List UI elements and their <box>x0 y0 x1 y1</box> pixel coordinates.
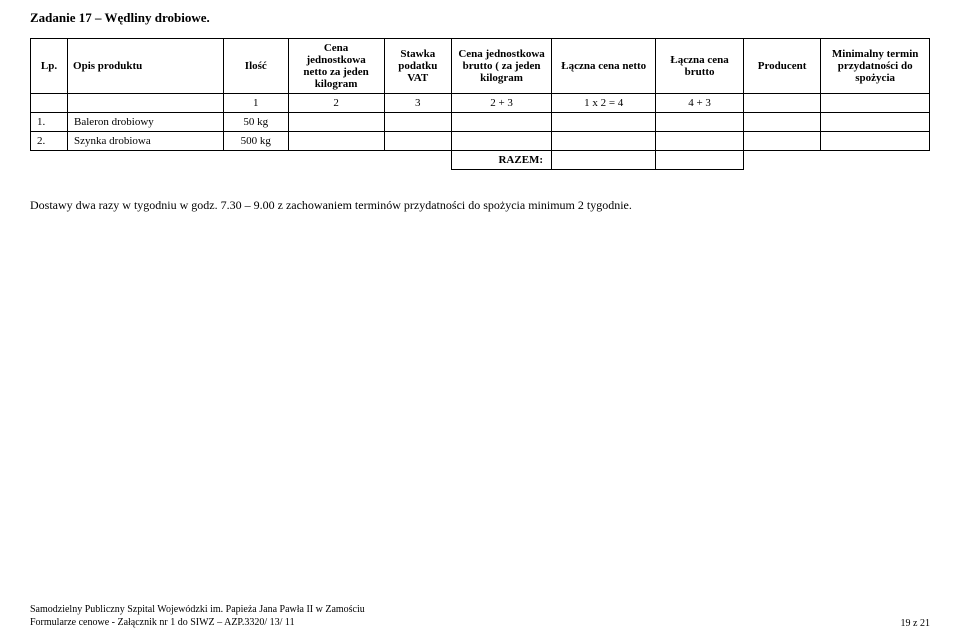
cell-empty <box>452 113 552 132</box>
cell-empty <box>31 94 68 113</box>
cell-empty <box>31 151 452 170</box>
footer-line1: Samodzielny Publiczny Szpital Wojewódzki… <box>30 603 365 616</box>
cell-empty <box>288 113 384 132</box>
cell-empty <box>552 132 656 151</box>
formula-laczna-brutto: 4 + 3 <box>656 94 744 113</box>
cell-empty <box>821 132 930 151</box>
footer-page-number: 19 z 21 <box>901 618 930 629</box>
formula-ilosc: 1 <box>223 94 288 113</box>
cell-empty <box>656 132 744 151</box>
formula-cena-brutto: 2 + 3 <box>452 94 552 113</box>
cell-empty <box>743 132 820 151</box>
cell-empty <box>656 113 744 132</box>
header-minimalny: Minimalny termin przydatności do spożyci… <box>821 39 930 94</box>
header-stawka: Stawka podatku VAT <box>384 39 452 94</box>
formula-stawka: 3 <box>384 94 452 113</box>
cell-empty <box>821 113 930 132</box>
header-laczna-netto: Łączna cena netto <box>552 39 656 94</box>
formula-cena-netto: 2 <box>288 94 384 113</box>
razem-label: RAZEM: <box>452 151 552 170</box>
header-ilosc: Ilość <box>223 39 288 94</box>
razem-brutto <box>656 151 744 170</box>
header-cena-netto: Cena jednostkowa netto za jeden kilogram <box>288 39 384 94</box>
razem-netto <box>552 151 656 170</box>
header-opis: Opis produktu <box>68 39 224 94</box>
cell-lp: 2. <box>31 132 68 151</box>
cell-empty <box>743 151 929 170</box>
cell-empty <box>384 113 452 132</box>
formula-laczna-netto: 1 x 2 = 4 <box>552 94 656 113</box>
cell-lp: 1. <box>31 113 68 132</box>
cell-empty <box>384 132 452 151</box>
cell-opis: Szynka drobiowa <box>68 132 224 151</box>
header-cena-brutto: Cena jednostkowa brutto ( za jeden kilog… <box>452 39 552 94</box>
table-row: 2. Szynka drobiowa 500 kg <box>31 132 930 151</box>
cell-ilosc: 50 kg <box>223 113 288 132</box>
cell-empty <box>68 94 224 113</box>
header-lp: Lp. <box>31 39 68 94</box>
header-producent: Producent <box>743 39 820 94</box>
task-title: Zadanie 17 – Wędliny drobiowe. <box>30 10 930 26</box>
cell-empty <box>552 113 656 132</box>
cell-empty <box>743 94 820 113</box>
footer-line2: Formularze cenowe - Załącznik nr 1 do SI… <box>30 616 365 629</box>
cell-empty <box>452 132 552 151</box>
razem-row: RAZEM: <box>31 151 930 170</box>
cell-ilosc: 500 kg <box>223 132 288 151</box>
product-table: Lp. Opis produktu Ilość Cena jednostkowa… <box>30 38 930 170</box>
cell-empty <box>288 132 384 151</box>
cell-empty <box>743 113 820 132</box>
cell-empty <box>821 94 930 113</box>
cell-opis: Baleron drobiowy <box>68 113 224 132</box>
formula-row: 1 2 3 2 + 3 1 x 2 = 4 4 + 3 <box>31 94 930 113</box>
header-laczna-brutto: Łączna cena brutto <box>656 39 744 94</box>
delivery-note: Dostawy dwa razy w tygodniu w godz. 7.30… <box>30 198 930 213</box>
page-footer: Samodzielny Publiczny Szpital Wojewódzki… <box>30 603 930 629</box>
table-row: 1. Baleron drobiowy 50 kg <box>31 113 930 132</box>
